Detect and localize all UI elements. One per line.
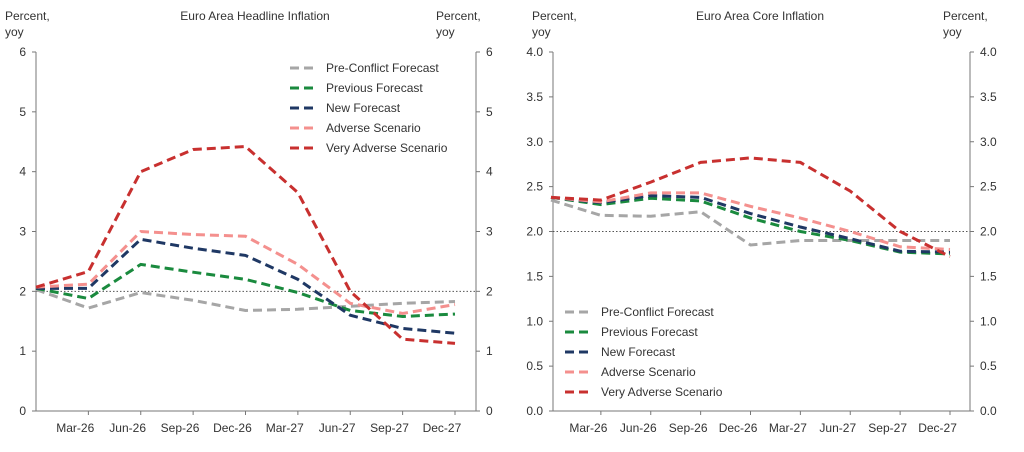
- y-tick-label-left: 2: [19, 284, 26, 298]
- chart-title: Euro Area Headline Inflation: [180, 9, 329, 23]
- y-axis-label-left: Percent,: [532, 9, 577, 23]
- legend-label: Previous Forecast: [601, 325, 698, 339]
- y-tick-label-left: 4: [19, 165, 26, 179]
- x-tick-label: Dec-26: [213, 421, 252, 435]
- legend-label: Adverse Scenario: [601, 365, 696, 379]
- x-tick-label: Jun-27: [819, 421, 856, 435]
- series-line-adverse-scenario: [35, 229, 456, 315]
- y-tick-label-right: 4: [486, 165, 493, 179]
- y-tick-label-left: 1.0: [526, 314, 543, 328]
- y-tick-label-left: 0.5: [526, 359, 543, 373]
- x-tick-label: Mar-26: [569, 421, 607, 435]
- y-axis-label-left-unit: yoy: [5, 25, 24, 39]
- y-tick-label-left: 1: [19, 344, 26, 358]
- x-tick-label: Mar-27: [769, 421, 807, 435]
- y-tick-label-right: 4.0: [980, 45, 997, 59]
- y-tick-label-left: 2.5: [526, 180, 543, 194]
- series-line-pre-conflict-forecast: [550, 198, 950, 247]
- x-tick-label: Dec-27: [423, 421, 462, 435]
- legend-label: Previous Forecast: [326, 81, 423, 95]
- legend-label: New Forecast: [601, 345, 676, 359]
- chart-panel-0: Euro Area Headline Inflation Percent, yoy P…: [5, 9, 493, 435]
- x-tick-label: Jun-27: [319, 421, 356, 435]
- y-axis-label-right: Percent,: [436, 9, 481, 23]
- y-axis-label-right-unit: yoy: [436, 25, 455, 39]
- y-tick-label-right: 5: [486, 105, 493, 119]
- y-tick-label-right: 1.0: [980, 314, 997, 328]
- y-tick-label-left: 4.0: [526, 45, 543, 59]
- y-tick-label-left: 2.0: [526, 225, 543, 239]
- y-axis-label-left-unit: yoy: [532, 25, 551, 39]
- series-line-adverse-scenario: [550, 191, 951, 251]
- x-tick-label: Sep-26: [669, 421, 708, 435]
- x-tick-label: Jun-26: [109, 421, 146, 435]
- y-tick-label-right: 1: [486, 344, 493, 358]
- y-tick-label-left: 3.5: [526, 90, 543, 104]
- y-tick-label-left: 6: [19, 45, 26, 59]
- x-tick-label: Sep-26: [161, 421, 200, 435]
- y-tick-label-left: 0.0: [526, 404, 543, 418]
- y-tick-label-right: 2.0: [980, 225, 997, 239]
- y-tick-label-right: 1.5: [980, 269, 997, 283]
- y-tick-label-right: 3: [486, 225, 493, 239]
- y-tick-label-right: 0.5: [980, 359, 997, 373]
- y-axis-label-right: Percent,: [943, 9, 988, 23]
- y-tick-label-left: 1.5: [526, 269, 543, 283]
- y-tick-label-right: 6: [486, 45, 493, 59]
- series-line-new-forecast: [36, 237, 456, 335]
- series-line-very-adverse-scenario: [550, 156, 951, 258]
- x-tick-label: Jun-26: [620, 421, 657, 435]
- series-line-previous-forecast: [35, 262, 456, 318]
- y-tick-label-right: 2.5: [980, 180, 997, 194]
- x-tick-label: Sep-27: [370, 421, 409, 435]
- chart-panel-1: Euro Area Core Inflation Percent, yoy Perce…: [526, 9, 997, 435]
- legend-label: Very Adverse Scenario: [326, 141, 448, 155]
- chart-title: Euro Area Core Inflation: [696, 9, 824, 23]
- y-tick-label-right: 0.0: [980, 404, 997, 418]
- x-tick-label: Mar-26: [56, 421, 94, 435]
- y-tick-label-left: 0: [19, 404, 26, 418]
- x-tick-label: Dec-26: [719, 421, 758, 435]
- series-line-pre-conflict-forecast: [35, 288, 456, 312]
- y-tick-label-left: 3.0: [526, 135, 543, 149]
- y-tick-label-right: 3.5: [980, 90, 997, 104]
- legend-label: Adverse Scenario: [326, 121, 421, 135]
- y-tick-label-right: 3.0: [980, 135, 997, 149]
- y-tick-label-right: 2: [486, 284, 493, 298]
- series-line-very-adverse-scenario: [35, 145, 456, 345]
- y-axis-label-left: Percent,: [5, 9, 50, 23]
- legend-label: Very Adverse Scenario: [601, 385, 723, 399]
- x-tick-label: Sep-27: [868, 421, 907, 435]
- series-line-new-forecast: [550, 194, 951, 254]
- x-tick-label: Mar-27: [266, 421, 304, 435]
- y-axis-label-right-unit: yoy: [943, 25, 962, 39]
- legend-label: New Forecast: [326, 101, 401, 115]
- legend-label: Pre-Conflict Forecast: [601, 305, 714, 319]
- x-tick-label: Dec-27: [918, 421, 957, 435]
- y-tick-label-left: 5: [19, 105, 26, 119]
- y-tick-label-right: 0: [486, 404, 493, 418]
- y-tick-label-left: 3: [19, 225, 26, 239]
- legend-label: Pre-Conflict Forecast: [326, 61, 439, 75]
